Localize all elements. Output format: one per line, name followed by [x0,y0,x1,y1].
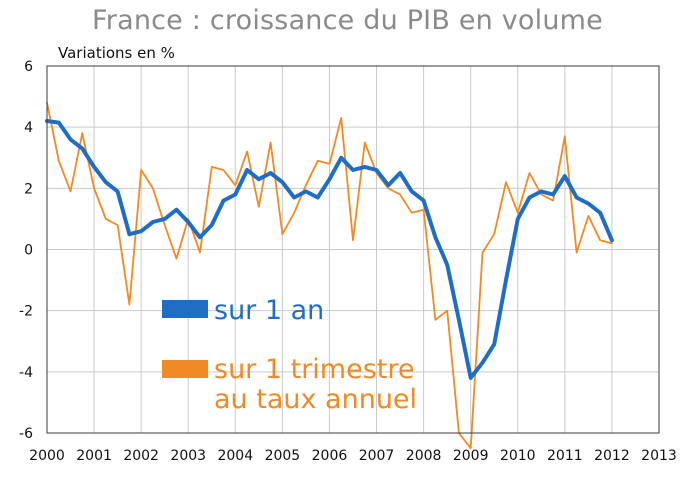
x-tick-label: 2011 [547,448,583,464]
chart-title: France : croissance du PIB en volume [92,5,603,36]
series-line-sur-1-an [45,119,614,380]
x-tick-label: 2010 [500,448,536,464]
x-tick-label: 2001 [76,448,112,464]
series-line-sur-1-trimestre [46,101,613,450]
y-tick-label: -2 [19,304,33,320]
x-tick-label: 2000 [29,448,65,464]
x-tick-label: 2006 [312,448,348,464]
x-tick-label: 2013 [641,448,677,464]
x-tick-label: 2012 [594,448,630,464]
x-tick-label: 2002 [123,448,159,464]
x-tick-label: 2003 [170,448,206,464]
y-tick-label: -6 [19,426,33,442]
x-tick-label: 2009 [453,448,489,464]
legend-label-sur-1-an: sur 1 an [214,295,324,326]
legend-label-sur-1-trimestre: sur 1 trimestre [214,354,415,385]
y-tick-label: 6 [24,59,33,75]
y-tick-label: 2 [24,181,33,197]
plot-frame [46,65,660,434]
y-tick-label: 0 [24,243,33,259]
legend-swatch-sur-1-an [162,300,208,318]
x-tick-label: 2004 [217,448,253,464]
y-tick-label: -4 [19,365,33,381]
legend-swatch-sur-1-trimestre [162,360,208,378]
y-axis-label: Variations en % [58,44,175,62]
x-tick-label: 2008 [406,448,442,464]
x-tick-label: 2007 [359,448,395,464]
x-tick-label: 2005 [265,448,301,464]
y-tick-label: 4 [24,120,33,136]
legend-label-sur-1-trimestre-line2: au taux annuel [214,384,417,415]
